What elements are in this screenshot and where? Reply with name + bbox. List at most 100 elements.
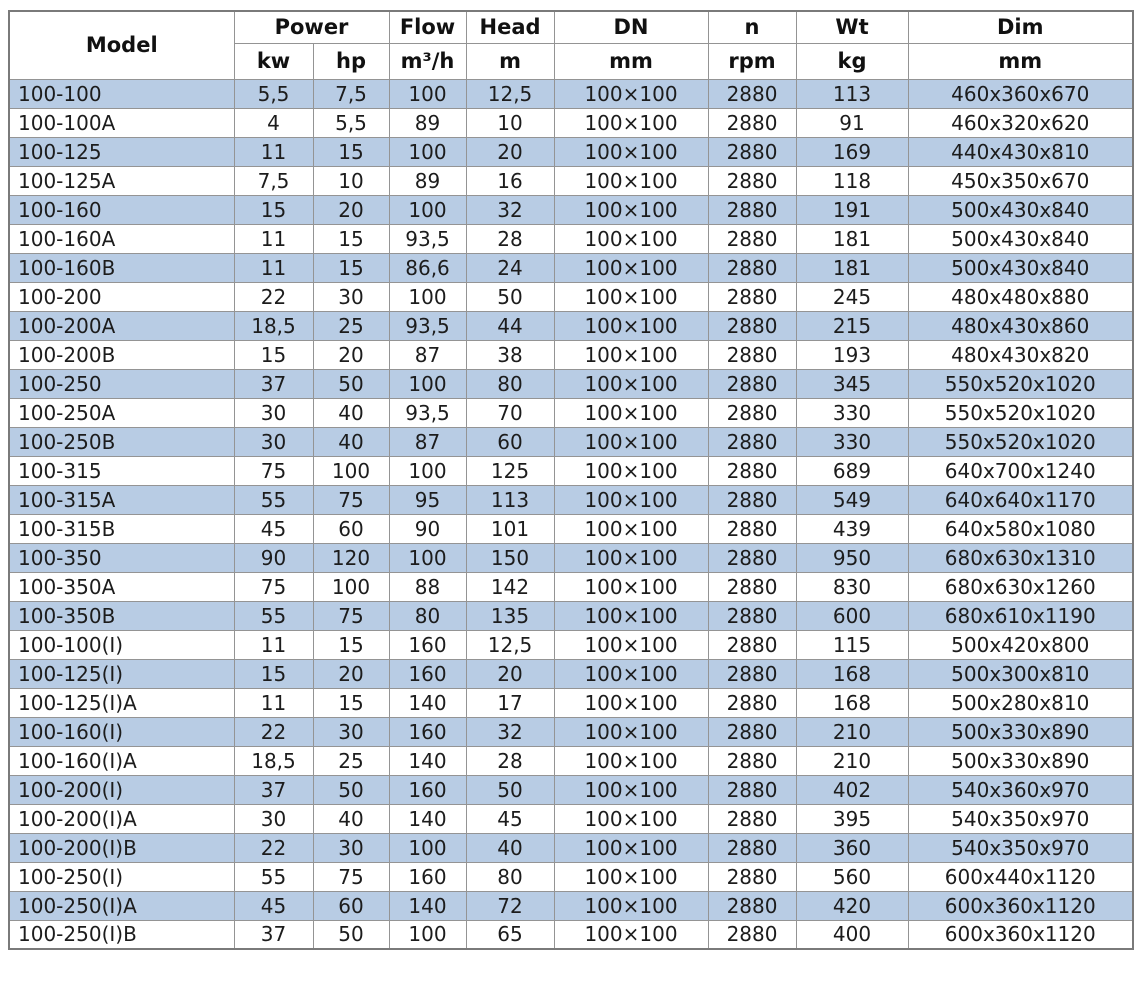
cell-head: 142 xyxy=(465,571,555,602)
cell-flow: 140 xyxy=(388,803,467,834)
cell-flow: 100 xyxy=(388,136,467,167)
cell-kw: 22 xyxy=(233,716,314,747)
cell-dn: 100×100 xyxy=(553,658,709,689)
cell-flow: 80 xyxy=(388,600,467,631)
cell-model: 100-100 xyxy=(8,78,235,109)
cell-dn: 100×100 xyxy=(553,78,709,109)
table-row: 100-100(I) 11 15 160 12,5 100×100 2880 115 500x4… xyxy=(8,629,1134,660)
cell-n: 2880 xyxy=(707,513,797,544)
cell-wt: 91 xyxy=(795,107,909,138)
table-row: 100-200 22 30 100 50 100×100 2880 245 480x480x88… xyxy=(8,281,1134,312)
cell-wt: 113 xyxy=(795,78,909,109)
cell-kw: 22 xyxy=(233,832,314,863)
cell-model: 100-250 xyxy=(8,368,235,399)
cell-dim: 600x360x1120 xyxy=(907,890,1134,921)
cell-kw: 45 xyxy=(233,513,314,544)
cell-n: 2880 xyxy=(707,165,797,196)
table-row: 100-160B 11 15 86,6 24 100×100 2880 181 500x430x… xyxy=(8,252,1134,283)
table-row: 100-350B 55 75 80 135 100×100 2880 600 680x610x1… xyxy=(8,600,1134,631)
cell-dim: 550x520x1020 xyxy=(907,426,1134,457)
cell-flow: 86,6 xyxy=(388,252,467,283)
cell-dn: 100×100 xyxy=(553,368,709,399)
cell-flow: 160 xyxy=(388,716,467,747)
cell-dim: 500x420x800 xyxy=(907,629,1134,660)
cell-n: 2880 xyxy=(707,194,797,225)
cell-dn: 100×100 xyxy=(553,803,709,834)
col-header-flow: Flow xyxy=(388,10,467,44)
cell-model: 100-160 xyxy=(8,194,235,225)
cell-flow: 160 xyxy=(388,774,467,805)
cell-hp: 25 xyxy=(312,310,390,341)
cell-n: 2880 xyxy=(707,861,797,892)
cell-dim: 500x430x840 xyxy=(907,223,1134,254)
cell-wt: 560 xyxy=(795,861,909,892)
unit-header-flow: m³/h xyxy=(388,42,467,80)
table-row: 100-160(I) 22 30 160 32 100×100 2880 210 500x330… xyxy=(8,716,1134,747)
cell-model: 100-315B xyxy=(8,513,235,544)
table-row: 100-250 37 50 100 80 100×100 2880 345 550x520x10… xyxy=(8,368,1134,399)
cell-wt: 950 xyxy=(795,542,909,573)
cell-hp: 30 xyxy=(312,281,390,312)
cell-hp: 60 xyxy=(312,890,390,921)
cell-head: 44 xyxy=(465,310,555,341)
cell-hp: 25 xyxy=(312,745,390,776)
cell-kw: 11 xyxy=(233,252,314,283)
cell-n: 2880 xyxy=(707,803,797,834)
cell-n: 2880 xyxy=(707,774,797,805)
cell-dim: 500x300x810 xyxy=(907,658,1134,689)
cell-flow: 160 xyxy=(388,629,467,660)
cell-dim: 500x430x840 xyxy=(907,194,1134,225)
cell-model: 100-160(I)A xyxy=(8,745,235,776)
cell-dim: 640x580x1080 xyxy=(907,513,1134,544)
cell-dn: 100×100 xyxy=(553,281,709,312)
cell-n: 2880 xyxy=(707,832,797,863)
cell-model: 100-200 xyxy=(8,281,235,312)
cell-kw: 22 xyxy=(233,281,314,312)
cell-kw: 37 xyxy=(233,368,314,399)
table-row: 100-100A 4 5,5 89 10 100×100 2880 91 460x320x620 xyxy=(8,107,1134,138)
cell-head: 70 xyxy=(465,397,555,428)
cell-kw: 37 xyxy=(233,919,314,950)
table-row: 100-250A 30 40 93,5 70 100×100 2880 330 550x520x… xyxy=(8,397,1134,428)
cell-head: 50 xyxy=(465,774,555,805)
cell-flow: 93,5 xyxy=(388,223,467,254)
cell-n: 2880 xyxy=(707,571,797,602)
col-header-dim: Dim xyxy=(907,10,1134,44)
table-row: 100-125A 7,5 10 89 16 100×100 2880 118 450x350x6… xyxy=(8,165,1134,196)
cell-wt: 689 xyxy=(795,455,909,486)
cell-head: 12,5 xyxy=(465,629,555,660)
cell-head: 72 xyxy=(465,890,555,921)
cell-hp: 40 xyxy=(312,397,390,428)
cell-head: 32 xyxy=(465,716,555,747)
cell-wt: 215 xyxy=(795,310,909,341)
cell-model: 100-100A xyxy=(8,107,235,138)
cell-n: 2880 xyxy=(707,745,797,776)
cell-wt: 395 xyxy=(795,803,909,834)
cell-n: 2880 xyxy=(707,687,797,718)
cell-model: 100-125 xyxy=(8,136,235,167)
cell-model: 100-200B xyxy=(8,339,235,370)
table-row: 100-160A 11 15 93,5 28 100×100 2880 181 500x430x… xyxy=(8,223,1134,254)
cell-kw: 4 xyxy=(233,107,314,138)
cell-n: 2880 xyxy=(707,252,797,283)
cell-kw: 11 xyxy=(233,136,314,167)
cell-kw: 18,5 xyxy=(233,745,314,776)
cell-dim: 540x350x970 xyxy=(907,803,1134,834)
cell-dim: 480x480x880 xyxy=(907,281,1134,312)
cell-wt: 169 xyxy=(795,136,909,167)
table-row: 100-125(I) 15 20 160 20 100×100 2880 168 500x300… xyxy=(8,658,1134,689)
col-header-power: Power xyxy=(233,10,390,44)
cell-wt: 168 xyxy=(795,658,909,689)
cell-dim: 550x520x1020 xyxy=(907,397,1134,428)
cell-head: 45 xyxy=(465,803,555,834)
cell-hp: 60 xyxy=(312,513,390,544)
cell-model: 100-315 xyxy=(8,455,235,486)
cell-n: 2880 xyxy=(707,223,797,254)
cell-dn: 100×100 xyxy=(553,890,709,921)
cell-dim: 450x350x670 xyxy=(907,165,1134,196)
unit-header-kw: kw xyxy=(233,42,314,80)
cell-wt: 115 xyxy=(795,629,909,660)
cell-kw: 11 xyxy=(233,687,314,718)
cell-n: 2880 xyxy=(707,455,797,486)
cell-flow: 160 xyxy=(388,861,467,892)
